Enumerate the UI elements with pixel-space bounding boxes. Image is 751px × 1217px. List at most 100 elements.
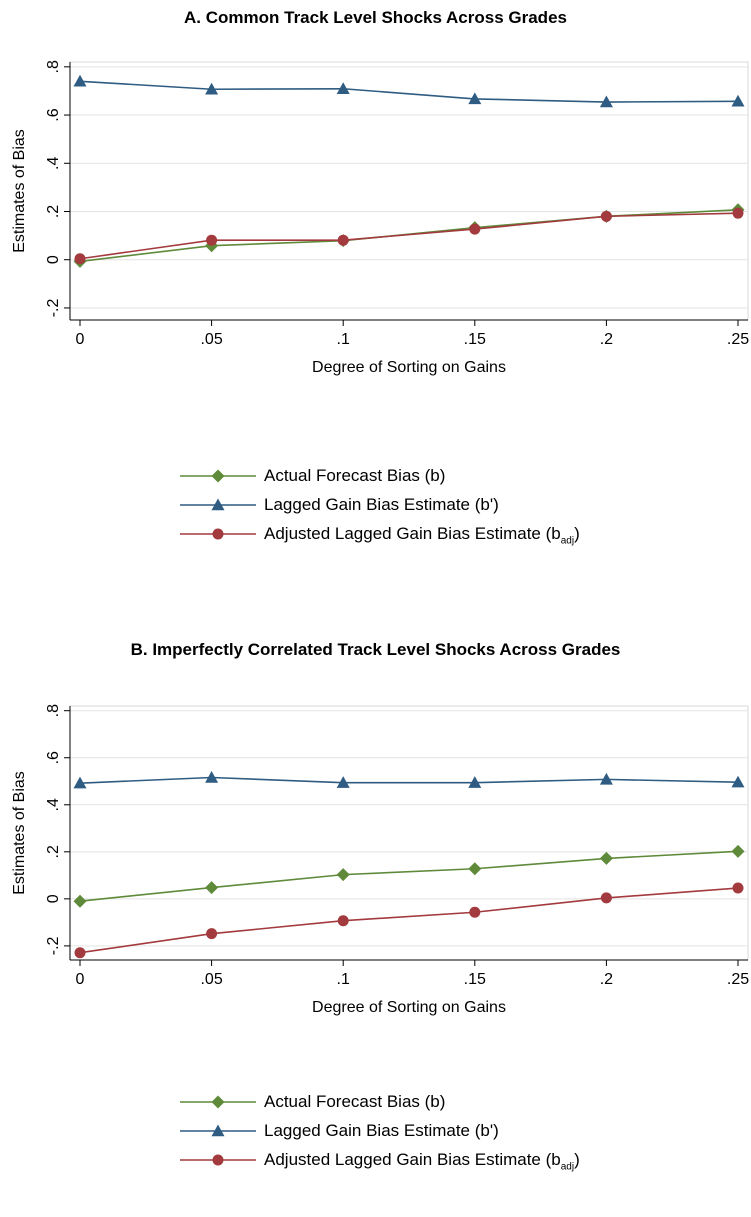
legend-marker bbox=[211, 1124, 225, 1137]
data-point bbox=[74, 253, 86, 265]
y-tick-label: -.2 bbox=[45, 936, 62, 955]
x-tick-label: .15 bbox=[464, 331, 486, 348]
chart-title: A. Common Track Level Shocks Across Grad… bbox=[184, 8, 567, 27]
data-point bbox=[468, 862, 482, 876]
data-point bbox=[469, 906, 481, 918]
y-tick-label: .4 bbox=[45, 798, 62, 811]
x-tick-label: .2 bbox=[600, 971, 613, 988]
legend-marker bbox=[211, 1095, 225, 1109]
legend-label: Adjusted Lagged Gain Bias Estimate (badj… bbox=[264, 1149, 580, 1177]
panel-a: A. Common Track Level Shocks Across Grad… bbox=[0, 0, 751, 600]
legend-swatch bbox=[180, 528, 256, 540]
data-point bbox=[732, 207, 744, 219]
x-tick-label: .05 bbox=[200, 971, 222, 988]
y-tick-label: .2 bbox=[45, 845, 62, 858]
data-point bbox=[74, 947, 86, 959]
x-tick-label: .1 bbox=[337, 331, 350, 348]
x-tick-label: .15 bbox=[464, 971, 486, 988]
series-line bbox=[79, 80, 739, 103]
y-tick-label: .8 bbox=[45, 704, 62, 717]
series-line bbox=[79, 887, 739, 954]
data-point bbox=[599, 772, 613, 785]
data-point bbox=[205, 82, 219, 95]
series-diamond bbox=[73, 844, 745, 908]
legend-marker bbox=[212, 528, 224, 540]
legend-label: Lagged Gain Bias Estimate (b') bbox=[264, 1121, 499, 1140]
y-tick-label: 0 bbox=[45, 894, 62, 903]
x-tick-label: 0 bbox=[76, 971, 85, 988]
legend-label: Lagged Gain Bias Estimate (b') bbox=[264, 495, 499, 514]
x-tick-label: .25 bbox=[727, 971, 749, 988]
data-point bbox=[336, 868, 350, 882]
x-axis-label: Degree of Sorting on Gains bbox=[312, 999, 506, 1016]
series-line bbox=[79, 776, 739, 784]
legend-label-sub: adj bbox=[560, 1161, 575, 1173]
data-point bbox=[337, 915, 349, 927]
x-tick-label: .1 bbox=[337, 971, 350, 988]
data-point bbox=[73, 74, 87, 87]
plot-area bbox=[69, 61, 749, 321]
plot-area bbox=[69, 705, 749, 961]
y-axis-label: Estimates of Bias bbox=[11, 771, 28, 895]
data-point bbox=[732, 882, 744, 894]
data-point bbox=[337, 234, 349, 246]
data-point bbox=[731, 775, 745, 788]
panel-b: B. Imperfectly Correlated Track Level Sh… bbox=[0, 630, 751, 1217]
data-point bbox=[73, 894, 87, 908]
series-circle bbox=[74, 882, 744, 959]
legend-label: Adjusted Lagged Gain Bias Estimate (badj… bbox=[264, 523, 580, 551]
series-line bbox=[79, 850, 739, 902]
legend-label-suffix: ) bbox=[574, 1150, 580, 1169]
series-circle bbox=[74, 207, 744, 265]
data-point bbox=[731, 844, 745, 858]
y-tick-label: .6 bbox=[45, 108, 62, 121]
legend-label-text: Adjusted Lagged Gain Bias Estimate (b bbox=[264, 1150, 561, 1169]
series-triangle bbox=[73, 74, 745, 108]
data-point bbox=[468, 776, 482, 788]
legend-label-text: Adjusted Lagged Gain Bias Estimate (b bbox=[264, 524, 561, 543]
data-point bbox=[336, 776, 350, 788]
x-tick-label: .05 bbox=[200, 331, 222, 348]
data-point bbox=[599, 95, 613, 108]
chart-b: -.2 0 .2 .4 .6 .8 0 .05 .1 .15 .2 .25 Degree of Sort… bbox=[11, 704, 749, 1016]
data-point bbox=[731, 94, 745, 107]
legend-swatch bbox=[180, 469, 256, 483]
y-tick-label: .6 bbox=[45, 751, 62, 764]
series-triangle bbox=[73, 770, 745, 789]
data-point bbox=[600, 210, 612, 222]
legend-swatch bbox=[180, 498, 256, 511]
legend-label-sub: adj bbox=[560, 535, 575, 547]
data-point bbox=[206, 234, 218, 246]
y-axis-label: Estimates of Bias bbox=[11, 129, 28, 253]
data-point bbox=[600, 892, 612, 904]
y-tick-label: -.2 bbox=[45, 299, 62, 318]
legend-swatch bbox=[180, 1124, 256, 1137]
legend-label: Actual Forecast Bias (b) bbox=[264, 466, 446, 485]
legend-marker bbox=[211, 469, 225, 483]
legend-swatch bbox=[180, 1095, 256, 1109]
data-point bbox=[336, 82, 350, 94]
x-tick-label: 0 bbox=[76, 331, 85, 348]
chart-title: B. Imperfectly Correlated Track Level Sh… bbox=[130, 640, 621, 659]
legend-label: Actual Forecast Bias (b) bbox=[264, 1092, 446, 1111]
data-point bbox=[205, 770, 219, 783]
legend-label-suffix: ) bbox=[574, 524, 580, 543]
chart-a: -.2 0 .2 .4 .6 .8 0 .05 .1 .15 .2 .25 Degree of Sort… bbox=[11, 60, 749, 376]
y-tick-label: 0 bbox=[45, 255, 62, 264]
data-point bbox=[206, 928, 218, 940]
y-tick-label: .2 bbox=[45, 205, 62, 218]
data-point bbox=[73, 776, 87, 789]
x-axis-label: Degree of Sorting on Gains bbox=[312, 359, 506, 376]
x-tick-label: .2 bbox=[600, 331, 613, 348]
legend-swatch bbox=[180, 1154, 256, 1166]
legend-marker bbox=[211, 498, 225, 511]
legend-marker bbox=[212, 1154, 224, 1166]
data-point bbox=[468, 92, 482, 105]
series-line bbox=[79, 212, 739, 260]
x-tick-label: .25 bbox=[727, 331, 749, 348]
data-point bbox=[469, 223, 481, 235]
data-point bbox=[599, 851, 613, 865]
y-tick-label: .4 bbox=[45, 156, 62, 169]
y-tick-label: .8 bbox=[45, 60, 62, 73]
data-point bbox=[205, 881, 219, 895]
